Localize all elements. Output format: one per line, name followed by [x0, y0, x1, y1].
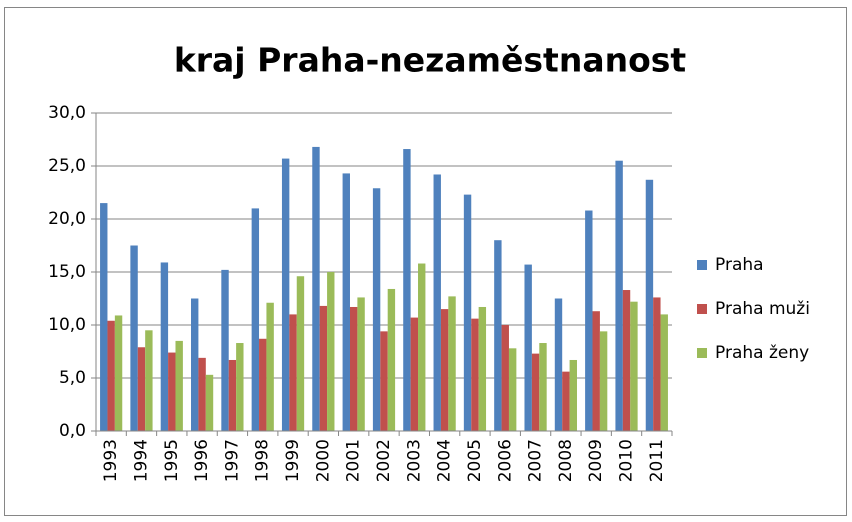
bar [266, 302, 274, 431]
x-tick-label: 1996 [192, 439, 212, 482]
x-tick-label: 2000 [313, 439, 333, 482]
legend-swatch [697, 260, 707, 270]
bar [137, 347, 146, 431]
bar [228, 359, 237, 431]
legend-label: Praha [715, 255, 764, 275]
legend-label: Praha muži [715, 299, 810, 319]
bar [554, 298, 563, 431]
bar [531, 353, 540, 431]
bar [372, 188, 381, 431]
bar [433, 174, 441, 432]
bar [289, 314, 297, 431]
bar [562, 371, 570, 431]
bar [463, 194, 472, 431]
bar [191, 298, 199, 431]
bar [168, 352, 176, 431]
x-tick-label: 1997 [222, 439, 242, 482]
bar [312, 146, 320, 432]
bar [440, 309, 449, 431]
bar [296, 276, 305, 431]
bar [653, 297, 661, 431]
bar [145, 330, 153, 431]
x-tick-label: 2010 [617, 439, 637, 482]
y-tick-label: 0,0 [59, 421, 86, 441]
bar [585, 210, 593, 431]
bar [494, 240, 502, 431]
bar [478, 306, 487, 431]
bar [114, 315, 123, 431]
x-tick-label: 2007 [526, 439, 546, 482]
legend-swatch [697, 304, 707, 314]
y-tick-label: 30,0 [48, 103, 86, 123]
bar [508, 348, 517, 431]
x-tick-label: 1999 [283, 439, 303, 482]
bar [130, 245, 138, 431]
bar [349, 306, 358, 431]
bar [660, 314, 668, 431]
y-tick-label: 10,0 [48, 315, 86, 335]
x-tick-label: 2008 [556, 439, 576, 482]
x-tick-label: 2004 [435, 439, 455, 482]
chart-title: kraj Praha-nezaměstnanost [174, 41, 687, 80]
bar [221, 269, 229, 431]
bar [380, 331, 388, 431]
bar [281, 158, 290, 431]
x-tick-label: 2003 [404, 439, 424, 482]
bar [471, 318, 479, 431]
x-tick-label: 2006 [495, 439, 515, 482]
bar [319, 305, 328, 431]
bar [100, 203, 108, 431]
y-tick-label: 25,0 [48, 156, 86, 176]
legend-label: Praha ženy [715, 343, 809, 363]
bar [160, 262, 169, 431]
x-tick-label: 1995 [162, 439, 182, 482]
x-tick-label: 1994 [131, 439, 151, 482]
bar [630, 301, 638, 431]
y-tick-label: 15,0 [48, 262, 86, 282]
x-tick-label: 2009 [586, 439, 606, 482]
bar [501, 325, 509, 431]
y-tick-label: 5,0 [59, 368, 86, 388]
bar [387, 288, 396, 431]
bar [236, 343, 244, 431]
bar [524, 264, 532, 431]
bar [410, 317, 419, 431]
bar [175, 340, 183, 431]
x-tick-label: 2001 [344, 439, 364, 482]
bar [599, 331, 608, 431]
bar [448, 296, 456, 431]
bar [251, 208, 260, 431]
x-tick-label: 2011 [647, 439, 667, 482]
x-tick-label: 2002 [374, 439, 394, 482]
bar [259, 338, 267, 431]
bar [327, 272, 335, 431]
x-tick-label: 1993 [101, 439, 121, 482]
bar [107, 320, 115, 431]
x-tick-label: 1998 [253, 439, 273, 482]
bar [342, 173, 350, 432]
x-tick-label: 2005 [465, 439, 485, 482]
bar [403, 149, 411, 432]
bar [615, 160, 623, 431]
bar [592, 311, 600, 431]
bar [205, 374, 214, 431]
legend-swatch [697, 348, 707, 358]
bar [622, 290, 631, 431]
y-tick-label: 20,0 [48, 209, 86, 229]
bar [539, 343, 547, 431]
bar [198, 357, 206, 431]
bar [418, 263, 426, 431]
bar [357, 297, 365, 431]
bar [569, 359, 577, 431]
bar [645, 179, 654, 431]
